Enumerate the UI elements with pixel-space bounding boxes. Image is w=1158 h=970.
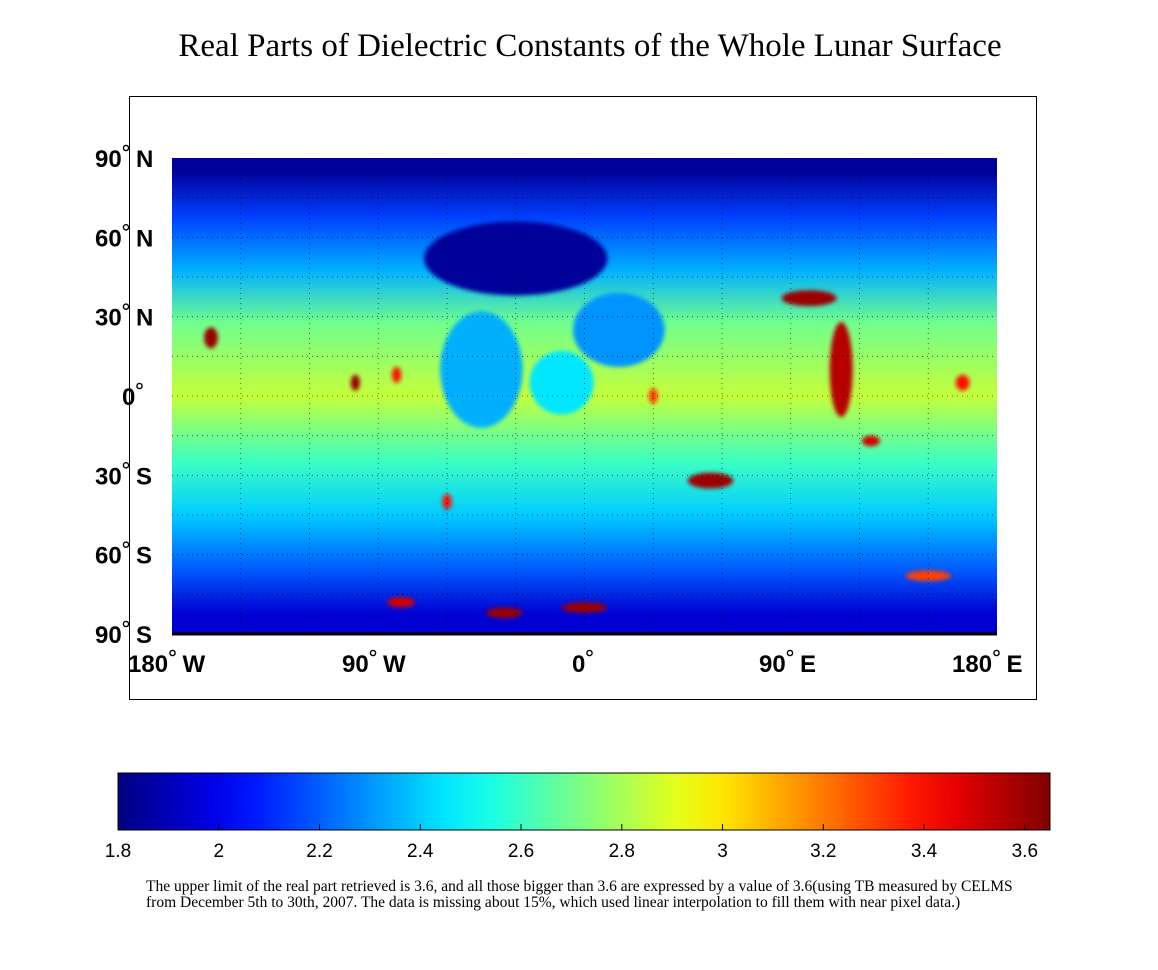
y-tick-label: 90 S [95,620,152,649]
heatmap-feature [781,290,837,307]
y-tick-label-text: 0 [122,384,135,411]
heatmap-feature [561,602,608,613]
heatmap-feature [392,366,402,383]
heatmap-feature [955,374,970,391]
y-tick-label: 60 S [95,541,152,570]
heatmap-feature [573,292,665,367]
y-tick-label-hemisphere: N [136,146,153,173]
heatmap-feature [350,374,360,391]
x-tick-label: 0 [572,649,593,678]
colorbar-tick-label: 3.6 [1012,841,1038,862]
colorbar-tick-label: 1.8 [105,841,131,862]
heatmap-feature [387,596,415,608]
degree-mark [122,303,130,310]
y-tick-label-text: 60 [95,225,122,252]
degree-mark [122,462,130,469]
y-tick-label: 90 N [95,144,153,173]
x-tick-label-text: 90 [759,651,786,678]
figure-caption: The upper limit of the real part retriev… [146,878,1013,911]
colorbar-tick-label: 2.8 [609,841,635,862]
chart-title: Real Parts of Dielectric Constants of th… [178,28,1002,64]
y-tick-label-hemisphere: S [136,622,152,649]
y-tick-label-text: 30 [95,305,122,332]
x-tick-label: 90 W [342,649,406,678]
degree-mark [122,541,130,548]
y-tick-label: 0 [122,382,143,411]
heatmap-feature [204,327,218,349]
y-tick-label-text: 60 [95,543,122,570]
colorbar-tick-label: 3 [717,841,728,862]
x-tick-label-hemisphere: E [800,651,816,678]
x-tick-label: 180 W [128,649,206,678]
degree-mark [122,224,130,231]
heatmap-feature [687,472,734,489]
degree-mark [993,649,1000,657]
y-tick-label-text: 30 [95,463,122,490]
x-tick-label-hemisphere: W [183,651,206,678]
degree-mark [122,620,130,628]
colorbar-tick-label: 3.4 [911,841,938,862]
degree-mark [786,649,794,657]
y-tick-label-hemisphere: N [136,305,153,332]
degree-mark [169,649,176,657]
heatmap-feature [529,351,594,415]
colorbar-tick-label: 2.6 [508,841,534,862]
colorbar: 1.8 2 2.2 2.4 2.6 2.8 3 3.2 3.4 3.6 [105,772,1051,862]
heatmap-feature [861,435,881,447]
colorbar-tick-label: 2.4 [407,841,434,862]
degree-mark [122,144,130,152]
x-tick-label-hemisphere: E [1007,651,1023,678]
x-tick-label: 180 E [952,649,1023,678]
x-tick-label-text: 180 [128,651,168,678]
colorbar-tick-label: 2.2 [306,841,332,862]
heatmap-layer [172,158,997,634]
x-tick-label-text: 180 [952,651,992,678]
heatmap-feature [829,321,853,418]
map-axes-frame [129,96,1037,700]
y-tick-label-text: 90 [95,146,122,173]
colorbar-tick-label: 3.2 [810,841,836,862]
x-tick-label: 90 E [759,649,816,678]
degree-mark [369,649,377,657]
y-tick-label-hemisphere: S [136,463,152,490]
x-tick-label-text: 90 [342,651,369,678]
degree-mark [136,382,143,390]
y-tick-label: 30 N [95,303,153,332]
y-tick-label-hemisphere: N [136,225,153,252]
y-tick-label-hemisphere: S [136,543,152,570]
heatmap-feature [442,493,452,510]
y-tick-label: 60 N [95,224,153,252]
heatmap-feature [485,607,523,619]
heatmap-feature [905,570,952,582]
colorbar-gradient [117,772,1051,831]
heatmap-feature [440,311,523,428]
degree-mark [586,649,593,657]
y-tick-label: 30 S [95,462,152,490]
x-tick-label-text: 0 [572,651,585,678]
colorbar-tick-label: 2 [213,841,224,862]
x-tick-label-hemisphere: W [383,651,406,678]
heatmap-feature [648,388,658,404]
y-tick-label-text: 90 [95,622,122,649]
